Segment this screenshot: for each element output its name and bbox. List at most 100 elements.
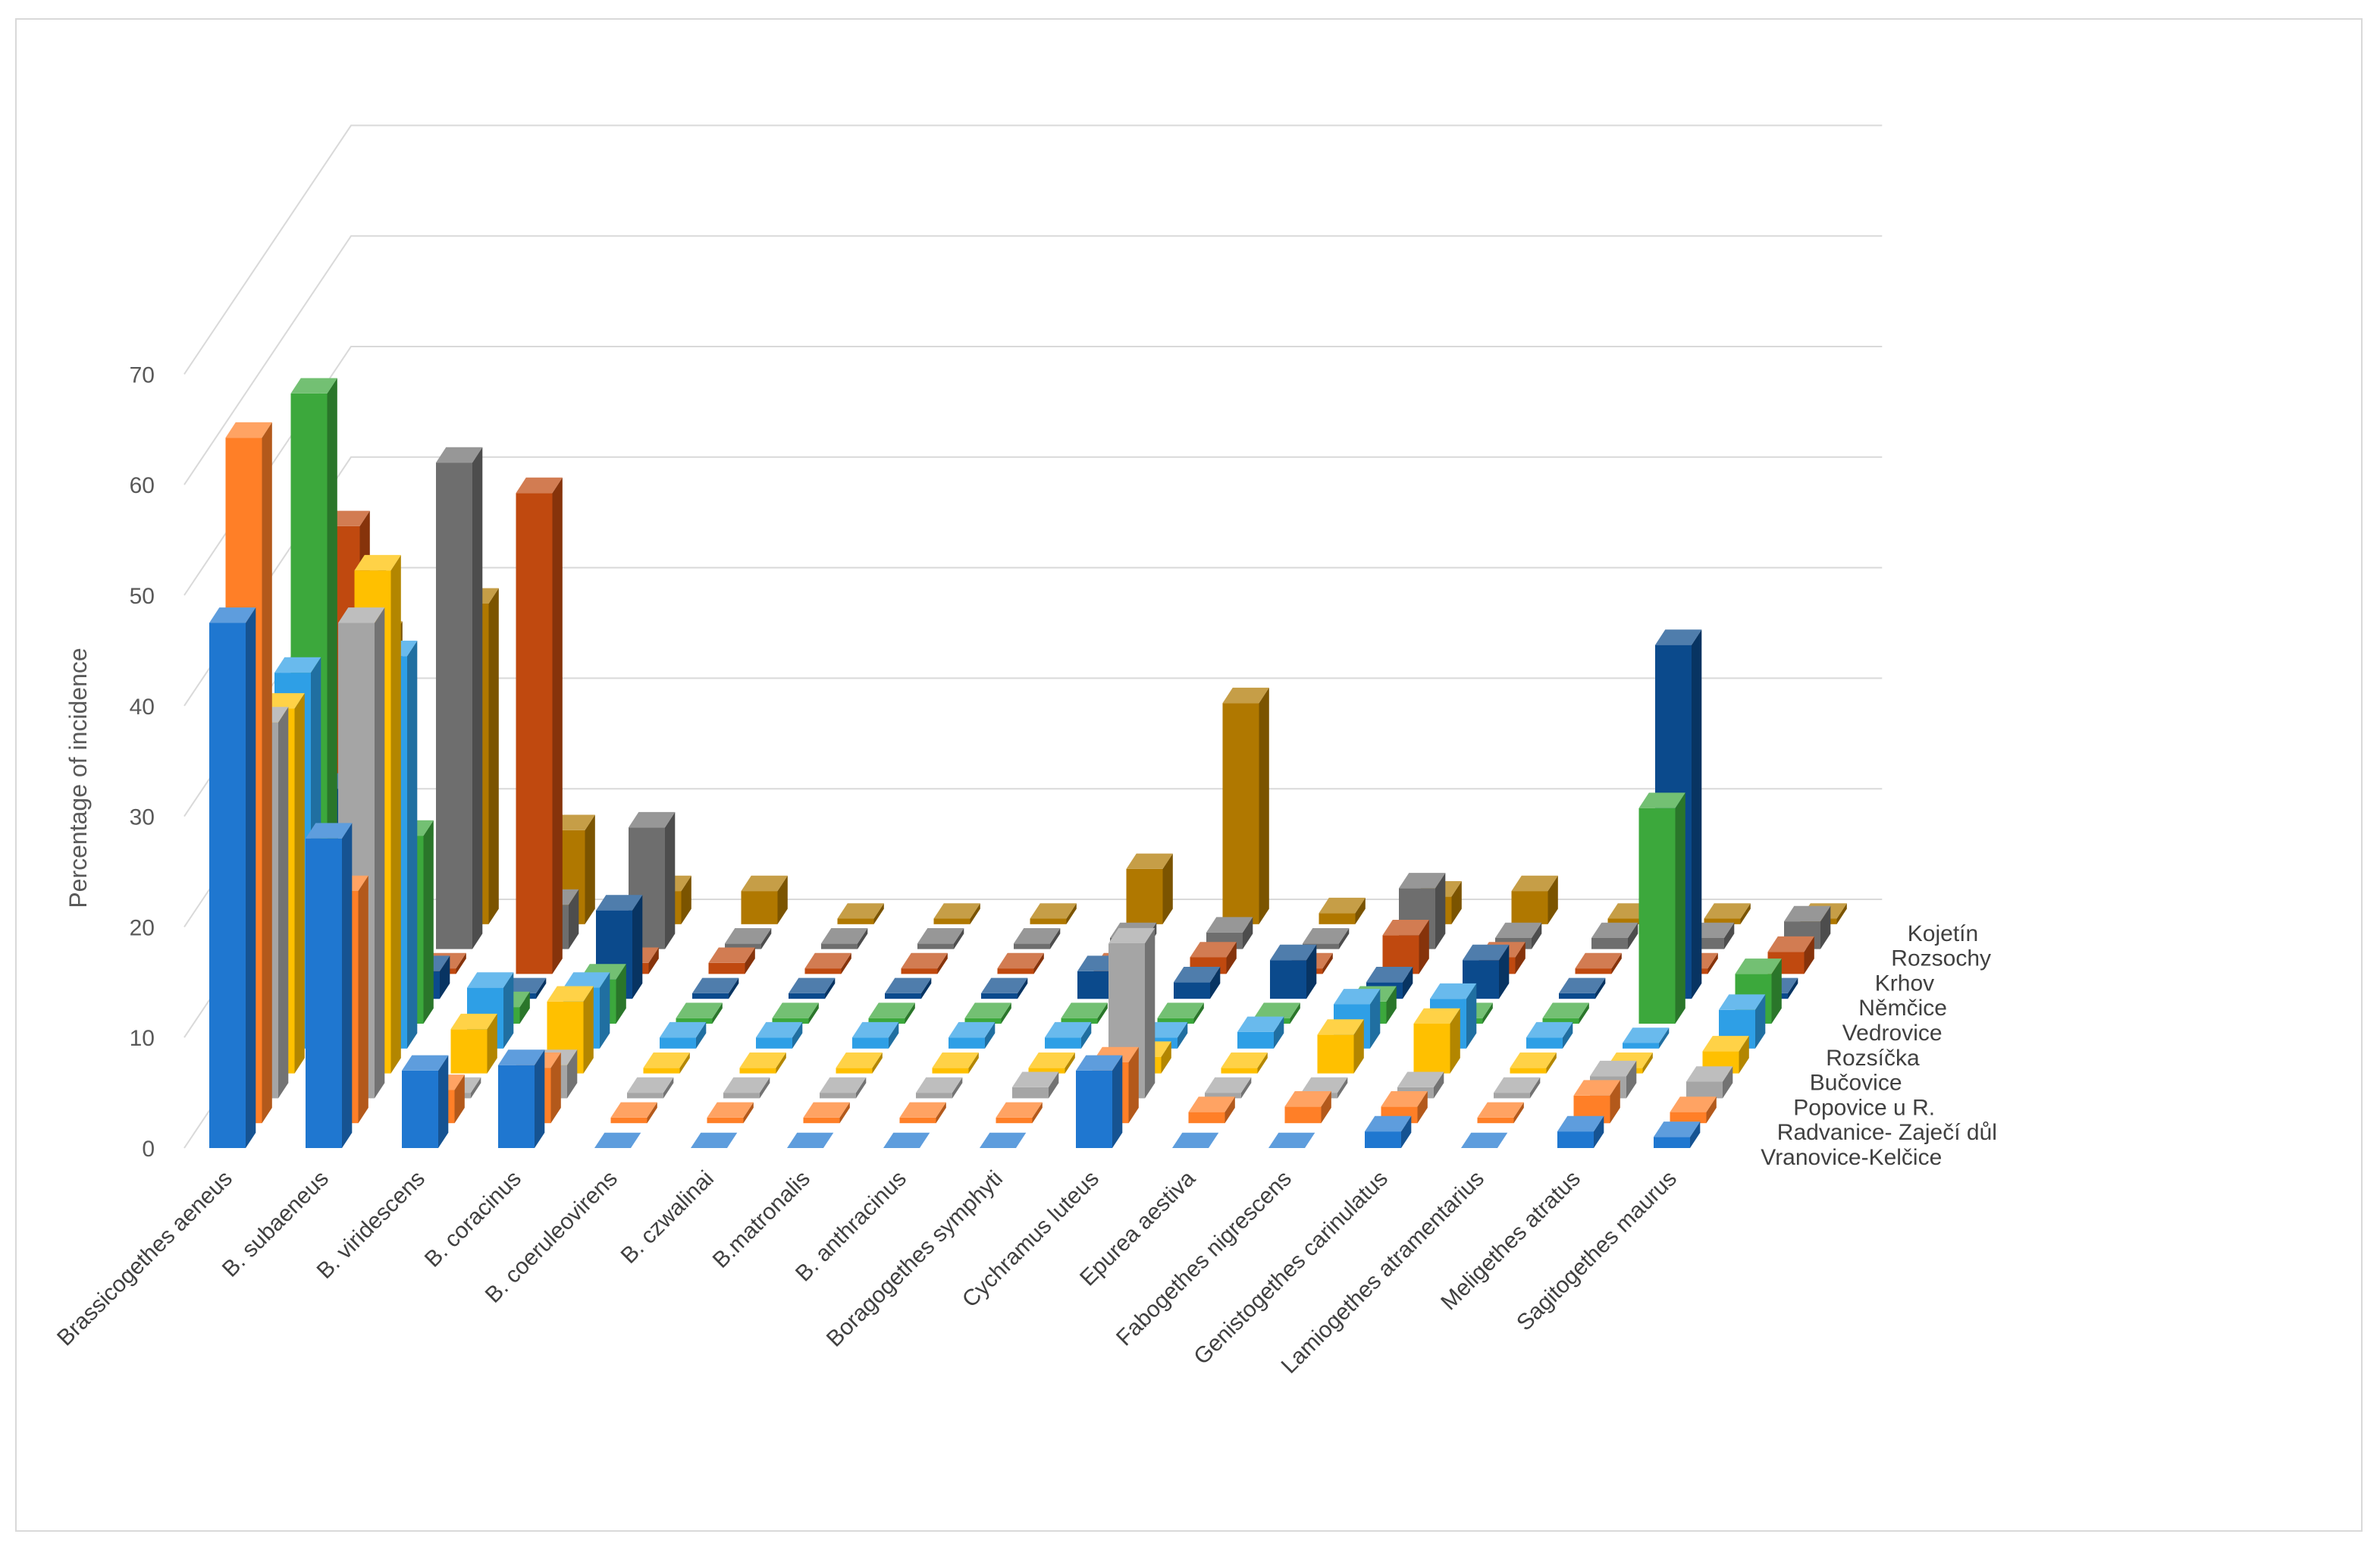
bar-side xyxy=(1515,942,1526,974)
bar-front xyxy=(1303,943,1339,949)
bar-top xyxy=(1511,875,1558,892)
bar-top xyxy=(629,811,676,828)
bar-side xyxy=(1692,629,1702,999)
bar-top xyxy=(803,1102,850,1118)
bar-side xyxy=(808,1002,819,1024)
bar-top xyxy=(1381,1091,1428,1107)
bar-side xyxy=(1162,853,1173,924)
bar xyxy=(1413,1008,1460,1074)
bar xyxy=(1477,1102,1524,1124)
bar-top xyxy=(789,977,836,993)
bar-top xyxy=(1494,1077,1541,1093)
bar xyxy=(660,1021,707,1049)
bar xyxy=(803,1102,850,1124)
bar xyxy=(594,1132,641,1148)
bar xyxy=(885,977,932,999)
bar-front xyxy=(610,1117,648,1124)
bar-top xyxy=(1557,1115,1604,1132)
bar-side xyxy=(1755,994,1766,1049)
bar-top xyxy=(1014,928,1061,944)
bar xyxy=(1012,1071,1059,1099)
bar-top xyxy=(594,1132,641,1148)
bar xyxy=(1303,928,1350,949)
bar-front xyxy=(1077,971,1114,999)
bar-front xyxy=(1686,1081,1723,1099)
bar-top xyxy=(1366,967,1413,983)
bar-side xyxy=(1353,1019,1364,1074)
bar xyxy=(1638,792,1685,1024)
bar-front xyxy=(949,1037,985,1049)
bar-side xyxy=(1274,1016,1284,1049)
bar-top xyxy=(1270,944,1317,961)
bar xyxy=(676,1002,723,1024)
bar-front xyxy=(1317,1034,1354,1074)
bar xyxy=(964,1002,1011,1024)
bar-top xyxy=(643,1052,690,1068)
bar-side xyxy=(1337,1077,1348,1099)
bar-top xyxy=(1542,1002,1589,1018)
bar-front xyxy=(899,1117,936,1124)
bar xyxy=(787,1132,834,1148)
bar-top xyxy=(981,977,1028,993)
bar xyxy=(627,1077,674,1099)
bar-front xyxy=(1542,1018,1579,1024)
bar-side xyxy=(390,554,401,1074)
bar-side xyxy=(1532,922,1542,949)
bar xyxy=(1222,687,1269,924)
bar-front xyxy=(1222,703,1259,924)
bar xyxy=(1045,1021,1092,1049)
bar-side xyxy=(1322,952,1333,974)
bar-top xyxy=(691,1132,738,1148)
bar-top xyxy=(1735,958,1782,974)
bar-front xyxy=(981,993,1018,999)
bar-side xyxy=(1690,1122,1701,1148)
bar-side xyxy=(776,1052,786,1074)
bar-side xyxy=(1595,977,1606,999)
bar xyxy=(1270,944,1317,999)
bar xyxy=(1284,1091,1331,1124)
bar-top xyxy=(1172,1132,1219,1148)
bar-top xyxy=(1573,1080,1620,1096)
y-tick-label: 70 xyxy=(130,362,155,387)
bar-side xyxy=(262,422,272,1124)
bar-side xyxy=(1594,1115,1604,1148)
bar-side xyxy=(358,875,368,1124)
bar-front xyxy=(932,1068,969,1074)
bar-side xyxy=(841,952,851,974)
bar-top xyxy=(1463,944,1510,961)
series-label: Rozsíčka xyxy=(1826,1046,1920,1071)
bar-top xyxy=(1702,1036,1749,1052)
chart-frame: 0 10 20 30 40 50 60 70 Brassicogethes aeneus B. … xyxy=(15,18,2363,1532)
bar-front xyxy=(1270,960,1306,999)
bar-side xyxy=(407,640,418,1049)
bar-front xyxy=(209,623,246,1148)
bar-front xyxy=(306,838,342,1148)
bar xyxy=(1268,1132,1315,1148)
bar-side xyxy=(567,1049,578,1099)
bar xyxy=(1014,928,1061,949)
bar-front xyxy=(916,1093,952,1099)
bar-top xyxy=(756,1021,803,1038)
bar-side xyxy=(342,823,353,1148)
bar xyxy=(1076,1055,1123,1148)
bar xyxy=(209,607,256,1148)
bar xyxy=(1382,920,1429,974)
bar-side xyxy=(632,895,643,999)
bar xyxy=(629,811,676,949)
bar xyxy=(916,1077,963,1099)
bar-front xyxy=(837,918,874,924)
bar-side xyxy=(968,1052,979,1074)
bar xyxy=(691,1132,738,1148)
bars xyxy=(209,378,1847,1148)
bar-top xyxy=(436,447,483,463)
bar-side xyxy=(569,889,579,949)
bar xyxy=(1686,1066,1733,1099)
bar-top xyxy=(1784,905,1831,922)
bar-side xyxy=(1032,1102,1043,1124)
bar-top xyxy=(498,1049,545,1065)
bar-top xyxy=(450,1013,497,1030)
bar-top xyxy=(852,1021,899,1038)
bar-side xyxy=(679,1052,690,1074)
bar-front xyxy=(1654,1137,1690,1148)
bar-front xyxy=(1670,1112,1707,1124)
